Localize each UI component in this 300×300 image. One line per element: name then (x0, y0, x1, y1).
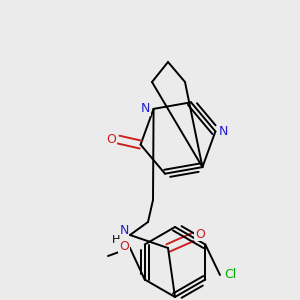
Text: O: O (195, 227, 205, 241)
Text: N: N (141, 102, 150, 116)
Text: Cl: Cl (224, 268, 236, 281)
Text: O: O (119, 239, 129, 253)
Text: O: O (106, 133, 116, 146)
Text: H: H (112, 235, 120, 245)
Text: N: N (119, 224, 129, 238)
Text: N: N (219, 125, 228, 138)
